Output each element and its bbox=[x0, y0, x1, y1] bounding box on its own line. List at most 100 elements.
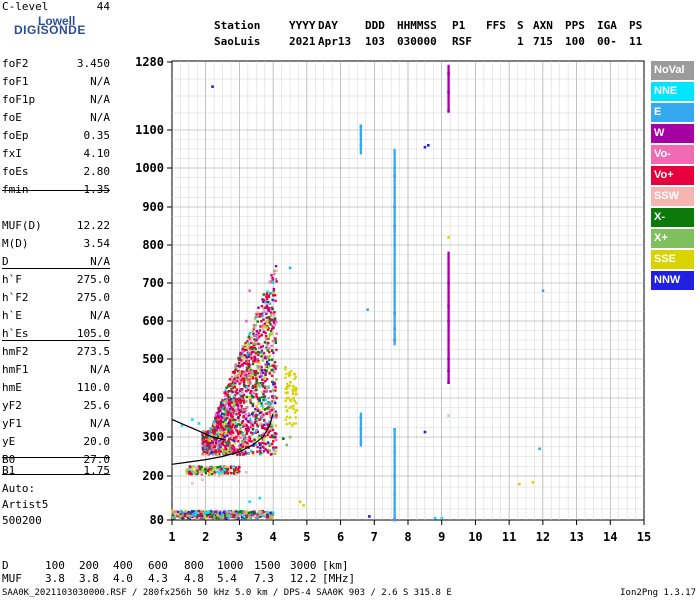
echo-point bbox=[541, 289, 545, 292]
echo-point bbox=[447, 338, 450, 341]
echo-point bbox=[255, 380, 258, 383]
echo-point bbox=[292, 404, 295, 408]
echo-point bbox=[268, 404, 272, 408]
echo-point bbox=[393, 159, 396, 162]
echo-point bbox=[204, 471, 208, 475]
echo-point bbox=[245, 348, 248, 351]
echo-point bbox=[359, 132, 362, 135]
echo-point bbox=[274, 410, 277, 413]
echo-point bbox=[447, 104, 450, 107]
echo-point bbox=[237, 419, 240, 422]
echo-point bbox=[393, 259, 396, 262]
echo-point bbox=[268, 336, 271, 339]
echo-point bbox=[393, 442, 396, 445]
echo-point bbox=[393, 230, 396, 233]
echo-point bbox=[233, 427, 236, 431]
echo-point bbox=[232, 399, 235, 402]
echo-point bbox=[393, 154, 396, 158]
header-value: 2021 bbox=[289, 35, 316, 48]
echo-point bbox=[261, 325, 264, 328]
echo-point bbox=[252, 342, 255, 345]
echo-point bbox=[233, 370, 236, 373]
echo-point bbox=[275, 416, 278, 419]
echo-point bbox=[241, 453, 245, 456]
echo-point bbox=[227, 404, 231, 407]
param-row: D N/A bbox=[2, 255, 110, 269]
echo-point bbox=[232, 405, 235, 408]
echo-point bbox=[220, 426, 223, 430]
echo-point bbox=[232, 385, 235, 389]
echo-point bbox=[222, 420, 225, 424]
echo-point bbox=[243, 361, 246, 365]
echo-point bbox=[393, 453, 396, 456]
echo-point bbox=[254, 377, 258, 380]
echo-point bbox=[256, 311, 259, 314]
echo-point bbox=[217, 426, 221, 430]
echo-point bbox=[393, 492, 396, 496]
echo-point bbox=[258, 453, 262, 456]
echo-point bbox=[393, 333, 396, 337]
echo-point bbox=[214, 449, 218, 453]
echo-point bbox=[258, 396, 262, 400]
echo-point bbox=[238, 406, 242, 410]
echo-point bbox=[447, 341, 450, 344]
echo-point bbox=[274, 401, 277, 405]
echo-point bbox=[240, 439, 244, 443]
echo-point bbox=[229, 471, 233, 475]
echo-point bbox=[393, 216, 396, 220]
echo-point bbox=[246, 430, 249, 433]
echo-point bbox=[447, 262, 450, 265]
echo-point bbox=[447, 335, 450, 338]
echo-point bbox=[359, 437, 362, 441]
echo-point bbox=[195, 510, 198, 513]
echo-point bbox=[216, 452, 219, 456]
echo-point bbox=[195, 472, 198, 476]
echo-point bbox=[219, 420, 223, 424]
echo-point bbox=[263, 341, 267, 344]
echo-point bbox=[257, 331, 260, 335]
echo-point bbox=[213, 515, 216, 519]
echo-point bbox=[243, 423, 246, 427]
echo-point bbox=[447, 268, 450, 271]
echo-point bbox=[393, 282, 396, 285]
echo-point bbox=[246, 360, 250, 363]
echo-point bbox=[234, 390, 237, 394]
echo-point bbox=[447, 358, 450, 361]
echo-point bbox=[249, 417, 252, 421]
echo-point bbox=[251, 404, 255, 408]
echo-point bbox=[256, 336, 259, 340]
echo-point bbox=[447, 280, 450, 284]
echo-point bbox=[447, 98, 450, 101]
echo-point bbox=[393, 443, 396, 447]
echo-point bbox=[253, 373, 256, 376]
echo-point bbox=[195, 515, 198, 519]
x-tick-label: 10 bbox=[468, 530, 482, 544]
echo-point bbox=[271, 279, 274, 283]
echo-point bbox=[262, 390, 266, 393]
echo-point bbox=[393, 156, 396, 159]
echo-point bbox=[236, 432, 240, 436]
param-value: 3.54 bbox=[83, 237, 111, 250]
echo-point bbox=[393, 212, 396, 215]
echo-point bbox=[393, 174, 396, 178]
echo-point bbox=[212, 430, 215, 434]
echo-point bbox=[266, 441, 270, 444]
echo-point bbox=[224, 453, 228, 456]
x-tick-label: 5 bbox=[303, 530, 310, 544]
echo-point bbox=[234, 418, 237, 422]
echo-point bbox=[447, 96, 450, 100]
echo-point bbox=[393, 262, 396, 265]
echo-point bbox=[256, 382, 259, 385]
echo-point bbox=[250, 374, 253, 377]
echo-point bbox=[241, 362, 245, 366]
echo-point bbox=[393, 280, 396, 284]
echo-point bbox=[248, 382, 251, 385]
echo-point bbox=[254, 340, 257, 343]
header-value: 715 bbox=[533, 35, 553, 48]
echo-point bbox=[260, 375, 264, 378]
echo-point bbox=[291, 392, 295, 396]
echo-point bbox=[393, 482, 396, 485]
echo-point bbox=[216, 420, 220, 423]
echo-point bbox=[221, 516, 224, 520]
echo-point bbox=[239, 510, 243, 513]
